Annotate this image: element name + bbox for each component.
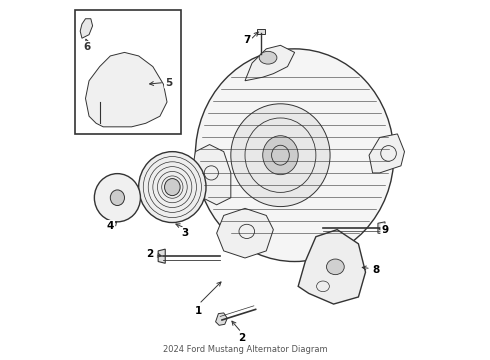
- Text: 1: 1: [196, 306, 202, 316]
- Polygon shape: [257, 29, 265, 33]
- Text: 2: 2: [146, 249, 153, 260]
- Polygon shape: [245, 45, 294, 81]
- Ellipse shape: [95, 174, 141, 222]
- Text: 8: 8: [372, 265, 380, 275]
- Ellipse shape: [196, 49, 394, 261]
- Ellipse shape: [326, 259, 344, 275]
- Ellipse shape: [165, 179, 180, 195]
- Bar: [75, 10, 181, 134]
- Polygon shape: [217, 208, 273, 258]
- Ellipse shape: [110, 190, 124, 206]
- Text: 2: 2: [238, 333, 245, 343]
- Polygon shape: [298, 230, 366, 304]
- Text: 2024 Ford Mustang Alternator Diagram: 2024 Ford Mustang Alternator Diagram: [163, 345, 327, 354]
- Text: 4: 4: [107, 221, 114, 231]
- Polygon shape: [158, 249, 165, 263]
- Ellipse shape: [116, 103, 133, 119]
- Polygon shape: [216, 313, 227, 325]
- Text: 9: 9: [381, 225, 389, 235]
- Ellipse shape: [96, 99, 104, 105]
- Text: 7: 7: [243, 35, 250, 45]
- Polygon shape: [80, 19, 93, 38]
- Text: 5: 5: [165, 77, 172, 87]
- Text: 3: 3: [181, 228, 188, 238]
- Text: 6: 6: [84, 42, 91, 52]
- Polygon shape: [85, 53, 167, 127]
- Ellipse shape: [263, 136, 298, 175]
- Ellipse shape: [259, 51, 277, 64]
- Ellipse shape: [231, 104, 330, 207]
- Ellipse shape: [139, 152, 206, 222]
- Polygon shape: [192, 145, 231, 205]
- Polygon shape: [378, 222, 385, 234]
- Polygon shape: [369, 134, 405, 173]
